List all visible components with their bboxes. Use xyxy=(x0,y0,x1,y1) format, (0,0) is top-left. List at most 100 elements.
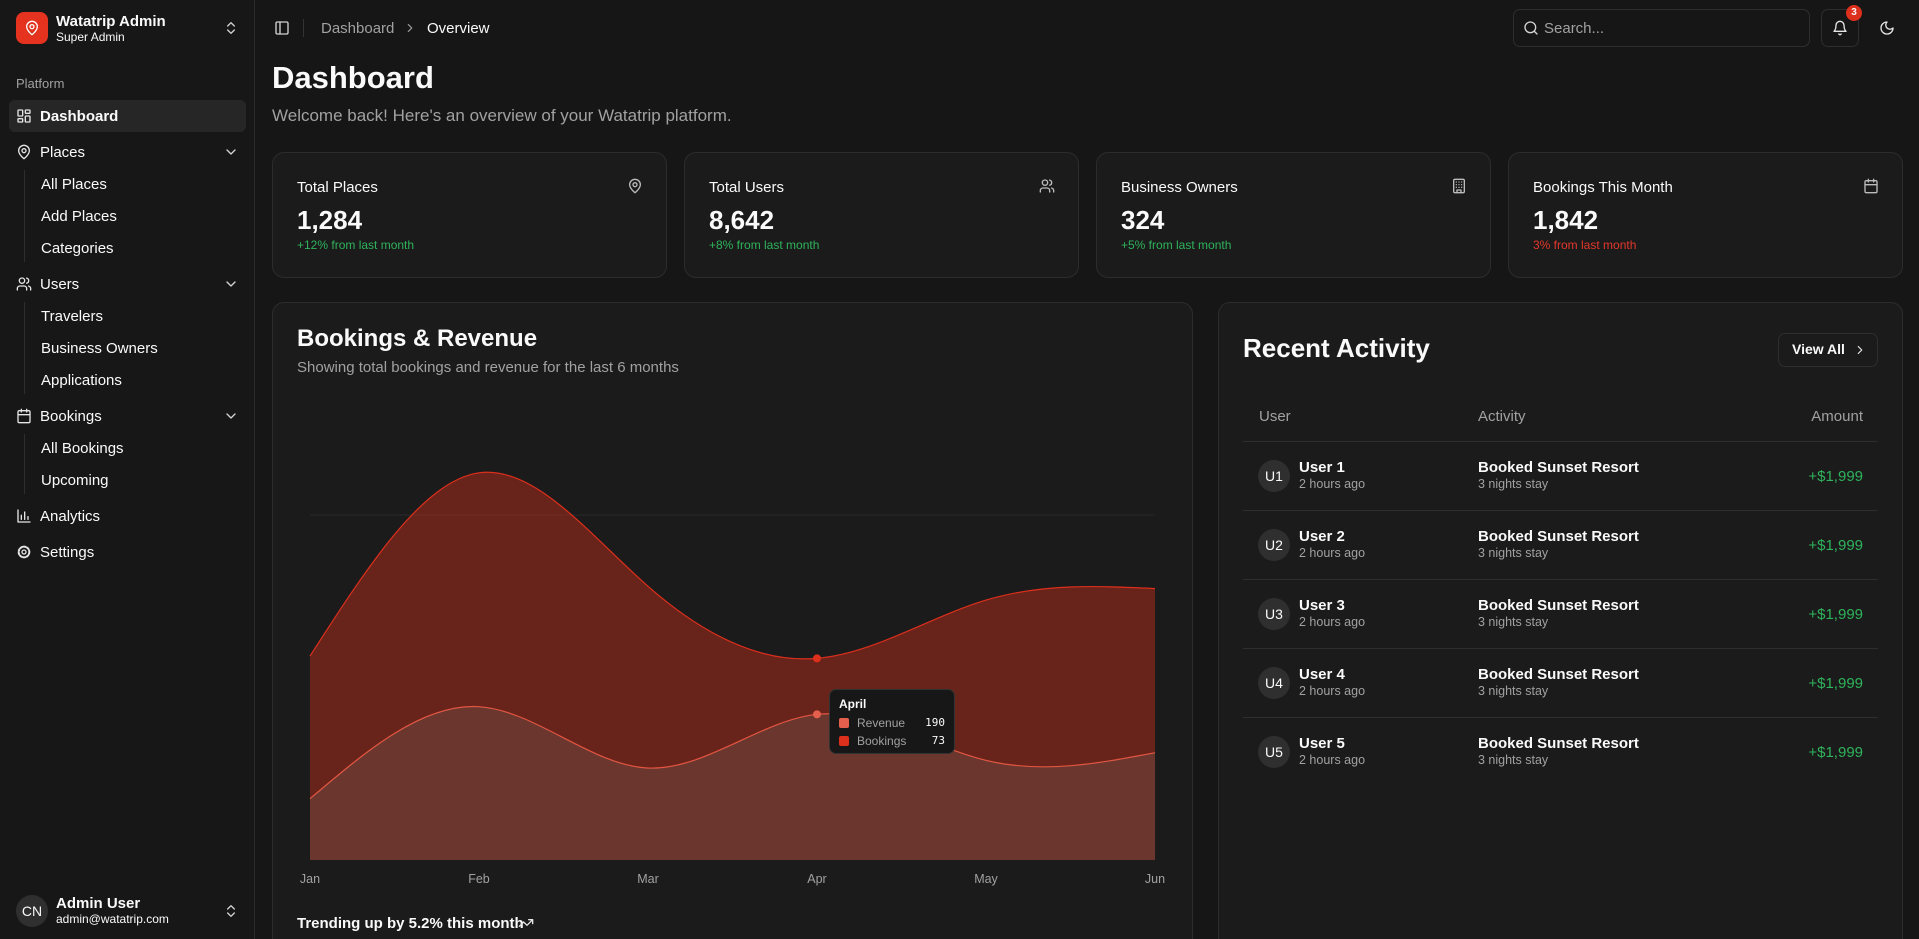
icon-part xyxy=(1864,178,1878,186)
nav-chevron[interactable] xyxy=(223,144,239,160)
row-amount: +$1,999 xyxy=(1808,467,1863,485)
icon-part xyxy=(18,144,30,160)
area xyxy=(310,706,1155,860)
icon-part xyxy=(17,509,31,523)
stat-card xyxy=(1508,152,1903,278)
icon-part xyxy=(226,149,236,155)
nav-item[interactable]: Settings xyxy=(40,543,95,561)
brand-logo-icon xyxy=(26,20,38,36)
nav-item[interactable]: Analytics xyxy=(40,507,101,525)
icon-part xyxy=(1453,178,1465,194)
nav-icon xyxy=(17,509,31,523)
user-menu[interactable] xyxy=(223,903,239,919)
chart-subtitle: Showing total bookings and revenue for t… xyxy=(297,358,679,376)
tooltip-value: 190 xyxy=(925,716,945,730)
breadcrumb-current: Overview xyxy=(427,19,490,37)
chart-footer: Trending up by 5.2% this month xyxy=(297,914,524,932)
tooltip-value: 73 xyxy=(931,734,945,748)
icon-part xyxy=(29,23,35,30)
icon-part xyxy=(17,109,24,117)
tooltip-title: April xyxy=(839,696,867,711)
row-time: 2 hours ago xyxy=(1299,615,1366,630)
nav-subitem[interactable]: Applications xyxy=(41,371,122,389)
nav-icon xyxy=(17,109,31,123)
tooltip-label: Revenue xyxy=(857,715,906,730)
brand-switcher[interactable] xyxy=(223,20,239,36)
nav-section: Platform xyxy=(16,75,65,91)
row-time: 2 hours ago xyxy=(1299,753,1366,768)
stat-icon xyxy=(1039,179,1055,193)
icon-part xyxy=(1533,30,1538,35)
icon-part xyxy=(24,109,31,114)
nav-subitem[interactable]: Business Owners xyxy=(41,339,158,357)
nav-chevron[interactable] xyxy=(223,276,239,292)
row-avatar: U4 xyxy=(1258,667,1290,699)
stat-value: 1,842 xyxy=(1533,204,1599,235)
nav-subitem[interactable]: Travelers xyxy=(41,307,103,325)
icon-part xyxy=(632,182,638,188)
stat-card xyxy=(1096,152,1491,278)
area-line xyxy=(309,706,1156,800)
activity-card xyxy=(1218,302,1903,939)
nav-item[interactable]: Places xyxy=(40,143,86,161)
tooltip-swatch xyxy=(839,718,849,728)
row-divider xyxy=(1243,648,1878,649)
icon-part xyxy=(629,178,641,194)
user-email: admin@watatrip.com xyxy=(56,911,169,926)
row-amount: +$1,999 xyxy=(1808,674,1863,692)
row-divider xyxy=(1243,579,1878,580)
nav-icon xyxy=(16,277,32,291)
icon-part xyxy=(518,919,534,927)
icon-part xyxy=(1857,345,1863,355)
icon-part xyxy=(1864,180,1878,194)
chart-tooltip xyxy=(829,689,955,754)
nav-active-bg xyxy=(9,100,246,132)
nav-item[interactable]: Users xyxy=(40,275,80,293)
brand-subtitle: Super Admin xyxy=(56,29,125,44)
row-user: User 3 xyxy=(1299,596,1345,614)
view-all-label[interactable]: View All xyxy=(1792,341,1845,358)
breadcrumb-item[interactable]: Dashboard xyxy=(321,19,395,37)
icon-part xyxy=(18,277,26,284)
notifications-button[interactable] xyxy=(1821,9,1859,47)
nav-subitem[interactable]: All Places xyxy=(41,175,107,193)
icon-part xyxy=(1524,21,1537,34)
chart-card xyxy=(272,302,1193,939)
nav-subitem[interactable]: Upcoming xyxy=(41,471,109,489)
stat-icon xyxy=(1453,178,1465,194)
stat-value: 324 xyxy=(1121,204,1165,235)
row-avatar: U5 xyxy=(1258,736,1290,768)
x-tick-label: Feb xyxy=(468,872,490,886)
row-divider xyxy=(1243,717,1878,718)
stat-value: 1,284 xyxy=(297,204,363,235)
icon-part xyxy=(227,22,235,34)
icon-part xyxy=(407,23,413,33)
nav-chevron[interactable] xyxy=(223,408,239,424)
theme-toggle[interactable] xyxy=(1879,20,1895,36)
sidebar-toggle[interactable] xyxy=(274,20,290,36)
icon-part xyxy=(25,277,32,291)
stat-card xyxy=(684,152,1079,278)
view-all-button[interactable] xyxy=(1778,333,1878,367)
search-box[interactable] xyxy=(1513,9,1810,47)
nav-subitem[interactable]: Add Places xyxy=(41,207,117,225)
nav-subitem[interactable]: Categories xyxy=(41,239,114,257)
area-line xyxy=(309,471,1156,660)
row-amount: +$1,999 xyxy=(1808,536,1863,554)
row-detail: 3 nights stay xyxy=(1478,615,1549,630)
page-subtitle: Welcome back! Here's an overview of your… xyxy=(272,106,732,126)
stat-change: +12% from last month xyxy=(297,237,415,252)
nav-item[interactable]: Dashboard xyxy=(40,107,119,125)
stat-card xyxy=(272,152,667,278)
nav-item[interactable]: Bookings xyxy=(40,407,102,425)
nav-subitem[interactable]: All Bookings xyxy=(41,439,124,457)
notification-badge: 3 xyxy=(1846,5,1862,21)
row-detail: 3 nights stay xyxy=(1478,477,1549,492)
tooltip-swatch xyxy=(839,736,849,746)
icon-part xyxy=(1833,20,1847,36)
icon-part xyxy=(1039,187,1051,193)
icon-part xyxy=(275,21,289,35)
header-separator xyxy=(303,19,304,37)
x-tick-label: Jun xyxy=(1145,872,1165,886)
